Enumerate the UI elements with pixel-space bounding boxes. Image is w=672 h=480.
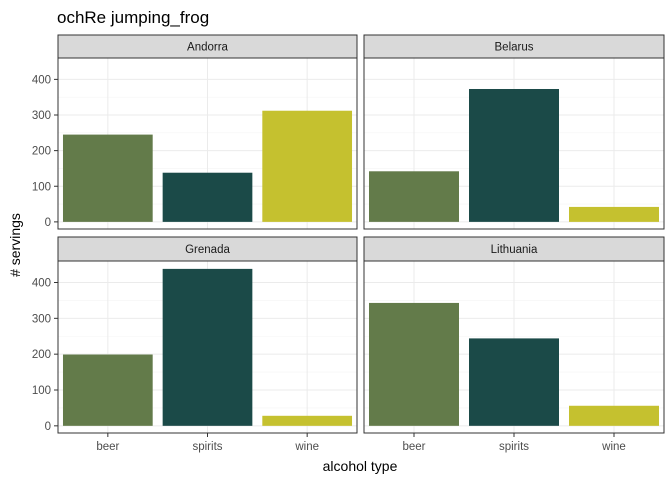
facet-panel-lithuania: Lithuania beer spirits wine [363, 236, 665, 453]
y-tick-label: 400 [32, 278, 51, 290]
bar-spirits [469, 88, 559, 222]
x-tick-label: wine [601, 441, 626, 453]
bar-wine [262, 415, 353, 426]
y-tick-label: 100 [32, 385, 51, 397]
chart-title: ochRe jumping_frog [57, 8, 209, 27]
panel-border [363, 57, 665, 230]
x-tick-label: spirits [499, 441, 529, 453]
y-tick-label: 200 [32, 146, 51, 158]
bar-beer [62, 134, 153, 222]
bar-spirits [162, 268, 253, 426]
y-tick-label: 300 [32, 110, 51, 122]
x-tick-label: beer [96, 441, 119, 453]
x-tick-label: wine [294, 441, 319, 453]
bar-spirits [162, 172, 253, 222]
facet-strip [57, 236, 358, 262]
facet-strip [363, 236, 665, 262]
y-tick-label: 0 [45, 217, 51, 229]
y-tick-label: 300 [32, 313, 51, 325]
y-axis-title: # servings [7, 213, 23, 277]
facet-panels: Andorra 0 100 200 300 400 Belarus Grenada 0 100 20… [32, 34, 665, 453]
y-tick-label: 400 [32, 74, 51, 86]
x-axis-title: alcohol type [323, 458, 398, 474]
bar-beer [62, 354, 153, 426]
facet-strip-label: Belarus [495, 42, 534, 54]
panel-border [57, 57, 358, 230]
bar-wine [569, 405, 659, 426]
facet-panel-grenada: Grenada 0 100 200 300 400 beer spirits wine [32, 236, 358, 453]
facet-strip-label: Grenada [185, 244, 230, 256]
y-tick-label: 0 [45, 421, 51, 433]
bar-beer [369, 171, 459, 222]
bar-spirits [469, 338, 559, 426]
facet-strip-label: Lithuania [491, 244, 538, 256]
bar-wine [569, 206, 659, 222]
bar-beer [369, 302, 459, 426]
y-tick-label: 200 [32, 349, 51, 361]
x-tick-label: spirits [192, 441, 222, 453]
bar-wine [262, 110, 353, 222]
facet-panel-belarus: Belarus [363, 34, 665, 230]
facet-strip-label: Andorra [187, 42, 229, 54]
x-tick-label: beer [402, 441, 425, 453]
facet-panel-andorra: Andorra 0 100 200 300 400 [32, 34, 358, 230]
y-tick-label: 100 [32, 181, 51, 193]
